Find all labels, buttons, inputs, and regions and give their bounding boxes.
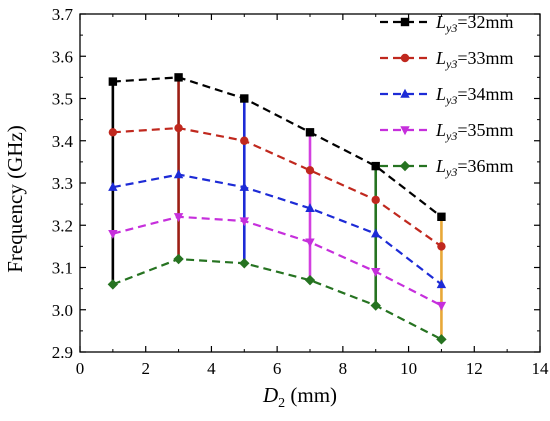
data-point-s4-5 bbox=[436, 334, 447, 345]
x-axis-label-main: D bbox=[262, 383, 278, 407]
legend-label-2: Ly3=34mm bbox=[435, 84, 514, 107]
data-point-s2-2 bbox=[239, 182, 249, 191]
data-point-s1-0 bbox=[108, 128, 118, 137]
x-tick-label: 4 bbox=[207, 359, 216, 378]
legend-label-main: L bbox=[435, 120, 446, 140]
y-tick-label: 3.6 bbox=[52, 47, 73, 66]
data-point-s0-1 bbox=[174, 73, 183, 82]
legend-label-4: Ly3=36mm bbox=[435, 156, 514, 179]
x-tick-label: 8 bbox=[339, 359, 348, 378]
x-tick-label: 10 bbox=[400, 359, 417, 378]
legend-label-sub: y3 bbox=[445, 21, 457, 35]
series-line-1 bbox=[112, 126, 443, 248]
data-point-s2-1 bbox=[173, 169, 184, 179]
x-tick-label: 12 bbox=[466, 359, 483, 378]
x-tick-label: 0 bbox=[76, 359, 85, 378]
y-tick-label: 3.2 bbox=[52, 216, 73, 235]
legend-label-value: =32mm bbox=[457, 12, 513, 32]
y-tick-label: 3.1 bbox=[52, 259, 73, 278]
legend-label-1: Ly3=33mm bbox=[435, 48, 514, 71]
data-point-s4-0 bbox=[107, 279, 119, 290]
x-axis-label-sub: 2 bbox=[278, 396, 285, 411]
plot-area bbox=[107, 73, 447, 345]
legend-label-main: L bbox=[435, 48, 446, 68]
data-point-s3-5 bbox=[436, 301, 447, 311]
data-point-s3-2 bbox=[239, 217, 249, 227]
series-line-3 bbox=[112, 215, 442, 307]
series-line-0 bbox=[112, 76, 443, 218]
data-point-s4-3 bbox=[304, 274, 316, 286]
y-tick-label: 3.7 bbox=[52, 5, 74, 24]
data-point-s3-4 bbox=[371, 268, 381, 277]
data-point-s0-3 bbox=[305, 128, 315, 137]
data-point-s1-4 bbox=[371, 195, 380, 205]
y-tick-label: 3.0 bbox=[52, 301, 73, 320]
legend-marker-2 bbox=[400, 88, 410, 98]
legend-marker-3 bbox=[400, 126, 410, 136]
legend-label-sub: y3 bbox=[445, 165, 457, 179]
data-point-s2-5 bbox=[436, 279, 447, 289]
x-axis-label: D2 (mm) bbox=[262, 383, 337, 411]
legend-marker-1 bbox=[400, 53, 410, 63]
legend-label-0: Ly3=32mm bbox=[435, 12, 514, 35]
data-point-s3-3 bbox=[305, 238, 315, 248]
y-tick-label: 3.4 bbox=[52, 132, 74, 151]
data-point-s4-1 bbox=[173, 253, 184, 265]
y-tick-label: 2.9 bbox=[52, 343, 73, 362]
x-tick-label: 2 bbox=[141, 359, 150, 378]
legend-label-sub: y3 bbox=[445, 93, 457, 107]
data-point-s2-4 bbox=[371, 228, 381, 238]
data-point-s2-0 bbox=[108, 182, 118, 191]
data-point-s4-2 bbox=[239, 258, 250, 269]
legend-label-value: =33mm bbox=[457, 48, 513, 68]
data-point-s1-3 bbox=[305, 166, 315, 175]
legend-marker-0 bbox=[400, 17, 410, 27]
legend-label-sub: y3 bbox=[445, 57, 457, 71]
x-tick-label: 6 bbox=[273, 359, 282, 378]
x-tick-label: 14 bbox=[532, 359, 550, 378]
data-point-s3-0 bbox=[108, 230, 118, 239]
legend-label-main: L bbox=[435, 84, 446, 104]
axis-ticks: 0 2 4 6 8 10 12 14 2.9 3.0 3.1 3.2 3.3 3.4 3.5 3.6 3.7 bbox=[52, 5, 549, 378]
data-point-s0-0 bbox=[108, 77, 118, 86]
y-tick-label: 3.3 bbox=[52, 174, 73, 193]
data-point-s3-1 bbox=[173, 213, 184, 222]
legend-label-main: L bbox=[435, 12, 446, 32]
data-point-s0-2 bbox=[240, 94, 249, 103]
legend-marker-4 bbox=[399, 160, 411, 172]
data-point-s0-4 bbox=[371, 161, 380, 171]
legend-label-value: =36mm bbox=[457, 156, 513, 176]
series-line-4 bbox=[112, 257, 442, 341]
data-point-s1-1 bbox=[174, 123, 183, 133]
legend-label-sub: y3 bbox=[445, 129, 457, 143]
x-axis-label-unit: (mm) bbox=[285, 383, 337, 407]
data-point-s4-4 bbox=[370, 300, 381, 311]
series-line-2 bbox=[112, 173, 443, 286]
legend-label-main: L bbox=[435, 156, 446, 176]
legend-label-value: =34mm bbox=[457, 84, 513, 104]
data-point-s1-5 bbox=[437, 242, 446, 251]
data-point-s0-5 bbox=[437, 212, 446, 221]
legend-label-3: Ly3=35mm bbox=[435, 120, 514, 143]
data-point-s2-3 bbox=[305, 203, 315, 213]
legend-label-value: =35mm bbox=[457, 120, 513, 140]
data-point-s1-2 bbox=[240, 136, 249, 145]
y-tick-label: 3.5 bbox=[52, 90, 73, 109]
y-axis-label: Frequency (GHz) bbox=[3, 125, 27, 273]
